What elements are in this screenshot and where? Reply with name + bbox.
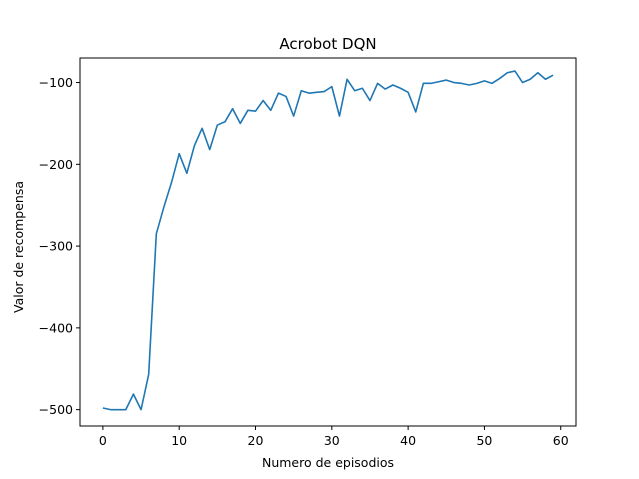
x-axis-label: Numero de episodios — [262, 455, 394, 470]
y-tick-label: −100 — [39, 75, 73, 90]
x-tick-label: 10 — [171, 433, 187, 448]
x-tick-label: 60 — [553, 433, 569, 448]
plot-frame — [79, 57, 577, 427]
x-tick-label: 50 — [476, 433, 492, 448]
x-tick-label: 30 — [324, 433, 340, 448]
y-axis-label: Valor de recompensa — [11, 181, 26, 313]
y-tick-label: −300 — [39, 239, 73, 254]
x-tick-label: 40 — [400, 433, 416, 448]
chart-title: Acrobot DQN — [279, 35, 376, 53]
x-tick-label: 0 — [99, 433, 107, 448]
series-line-0 — [102, 70, 554, 411]
y-tick-label: −200 — [39, 157, 73, 172]
plot-area — [102, 70, 554, 411]
y-tick-label: −400 — [39, 320, 73, 335]
y-tick-label: −500 — [39, 402, 73, 417]
y-axis-ticks: −500 −400 −300 −200 −100 — [39, 75, 80, 417]
x-axis-ticks: 0 10 20 30 40 50 60 — [99, 426, 569, 448]
x-tick-label: 20 — [248, 433, 264, 448]
